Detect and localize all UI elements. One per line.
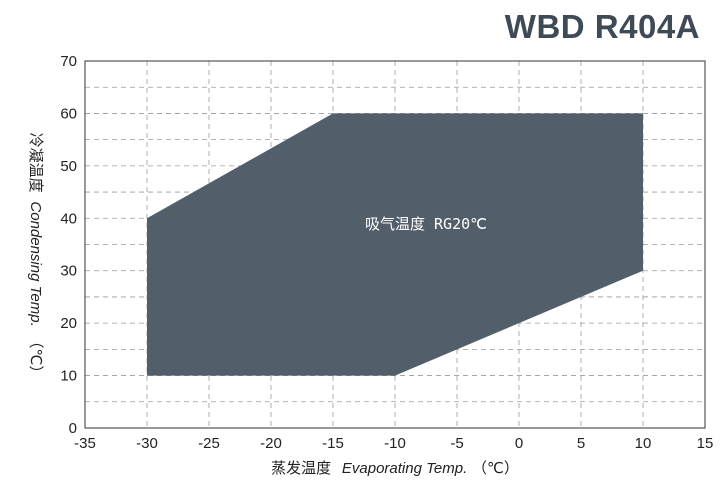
y-tick-label: 0 — [69, 420, 77, 437]
y-tick-label: 40 — [60, 210, 77, 227]
y-axis-label-en: Condensing Temp. — [27, 201, 44, 326]
x-axis-label-unit: （℃） — [472, 459, 519, 477]
x-tick-label: -5 — [450, 435, 463, 452]
x-axis-label-cn: 蒸发温度 — [271, 459, 331, 477]
y-tick-label: 10 — [60, 368, 77, 385]
y-axis-label: 冷凝温度 Condensing Temp. （℃） — [27, 133, 45, 381]
x-tick-label: -25 — [198, 435, 220, 452]
x-tick-label: 10 — [635, 435, 652, 452]
x-axis-ticks: -35 -30 -25 -20 -15 -10 -5 0 5 10 15 — [74, 435, 713, 452]
x-tick-label: -10 — [384, 435, 406, 452]
x-tick-label: 15 — [697, 435, 714, 452]
y-tick-label: 50 — [60, 158, 77, 175]
y-tick-label: 20 — [60, 315, 77, 332]
plot-frame — [84, 60, 706, 429]
y-axis-ticks: 0 10 20 30 40 50 60 70 — [60, 53, 77, 437]
y-tick-label: 60 — [60, 105, 77, 122]
x-axis-label-en: Evaporating Temp. — [342, 460, 467, 477]
x-tick-label: 5 — [577, 435, 585, 452]
x-tick-label: -35 — [74, 435, 96, 452]
x-tick-label: -30 — [136, 435, 158, 452]
x-tick-label: 0 — [515, 435, 523, 452]
region-label: 吸气温度 RG20℃ — [365, 215, 487, 233]
y-tick-label: 70 — [60, 53, 77, 70]
operating-envelope-region — [147, 113, 643, 376]
chart-title: WBD R404A — [504, 8, 700, 45]
x-tick-label: -15 — [322, 435, 344, 452]
y-axis-label-unit: （℃） — [27, 334, 45, 381]
x-tick-label: -20 — [260, 435, 282, 452]
x-axis-label: 蒸发温度 Evaporating Temp. （℃） — [271, 459, 519, 477]
y-tick-label: 30 — [60, 263, 77, 280]
y-axis-label-cn: 冷凝温度 — [27, 133, 45, 193]
